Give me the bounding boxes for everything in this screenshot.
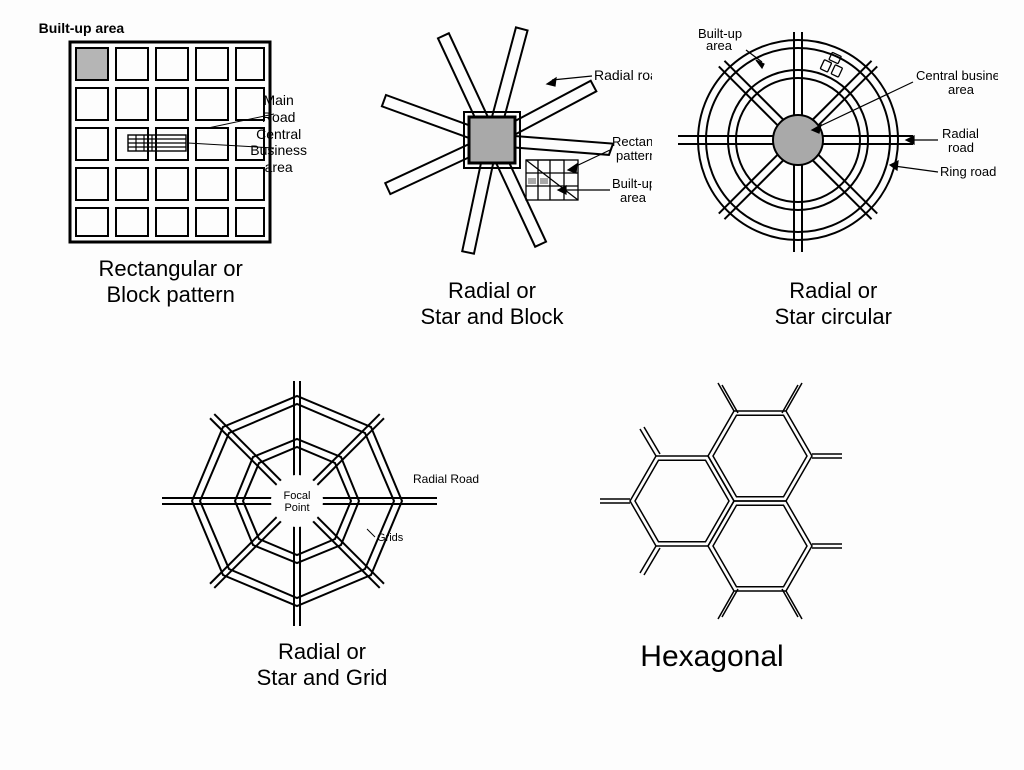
panel-star-circular: Built-up area Central business area Radi… [663, 20, 1003, 331]
label-builtup-2: area [620, 190, 647, 205]
caption-star-block: Radial or Star and Block [420, 278, 563, 331]
label-focal-2: Point [284, 502, 309, 514]
label-main-road-cba: Main Road Central Business area [239, 92, 319, 176]
caption-star-grid: Radial or Star and Grid [257, 639, 388, 692]
label-radial-2: road [948, 140, 974, 155]
caption-rectangular: Rectangular or Block pattern [99, 256, 243, 309]
label-focal-1: Focal [284, 490, 311, 502]
caption-hexagonal: Hexagonal [640, 639, 783, 675]
label-radial-road: Radial Road [413, 472, 479, 486]
diagram-hexagonal [562, 371, 862, 631]
diagram-star-block: Radial roads Rectangular pattern Built-u… [332, 20, 652, 270]
panel-hexagonal: Hexagonal [552, 371, 872, 675]
label-central-1: Central business [916, 68, 998, 83]
panel-rectangular: Built-up area [21, 20, 321, 309]
label-builtup-1: Built-up [612, 176, 652, 191]
label-radial-roads: Radial roads [594, 67, 652, 83]
label-rect-pattern-2: pattern [616, 148, 652, 163]
diagram-star-circular: Built-up area Central business area Radi… [668, 20, 998, 270]
label-rect-pattern-1: Rectangular [612, 134, 652, 149]
label-built-up: Built-up area [39, 20, 125, 36]
diagram-star-grid: Focal Point Radial Road Grids [157, 371, 487, 631]
panel-star-grid: Focal Point Radial Road Grids Radial or … [152, 371, 492, 692]
panel-star-block: Radial roads Rectangular pattern Built-u… [322, 20, 662, 331]
caption-star-circular: Radial or Star circular [775, 278, 892, 331]
label-grids: Grids [377, 532, 404, 544]
label-built-up-2: area [706, 38, 733, 53]
label-radial-1: Radial [942, 126, 979, 141]
label-ring: Ring road [940, 164, 996, 179]
label-central-2: area [948, 82, 975, 97]
